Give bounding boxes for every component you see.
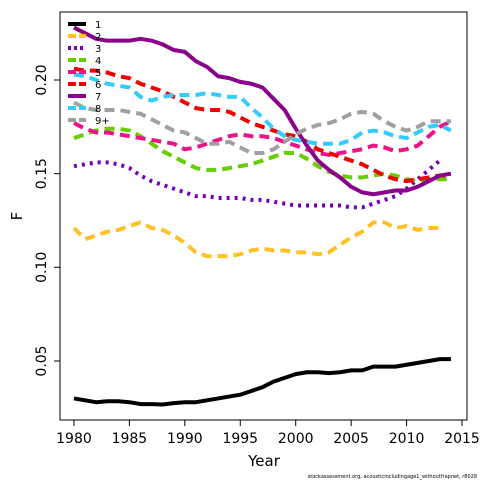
x-tick-label: 1995 xyxy=(222,431,258,447)
series-line xyxy=(73,72,452,146)
series-line xyxy=(73,119,452,157)
plot-frame xyxy=(59,11,468,421)
y-tick-label: 0.05 xyxy=(34,345,50,376)
x-tick-label: 2005 xyxy=(333,431,369,447)
legend-label: 3 xyxy=(95,44,101,55)
x-tick-label: 1985 xyxy=(112,431,148,447)
x-tick-label: 2015 xyxy=(444,431,480,447)
series-line xyxy=(72,220,440,259)
series-line xyxy=(73,66,451,184)
y-tick-label: 0.20 xyxy=(34,64,50,95)
footer: stockassessment.org, acousticincludingag… xyxy=(308,474,477,480)
series-line xyxy=(73,25,452,197)
x-axis-label: Year xyxy=(247,452,281,470)
series-line xyxy=(73,159,442,210)
x-tick-label: 2010 xyxy=(389,431,425,447)
x-tick-label: 2000 xyxy=(278,431,314,447)
legend-label: 1 xyxy=(95,20,101,31)
legend-label: 5 xyxy=(95,68,101,79)
legend-label: 9+ xyxy=(95,116,110,127)
series-line xyxy=(73,100,451,156)
series-line xyxy=(73,357,451,407)
legend-label: 6 xyxy=(95,80,101,91)
y-tick-label: 0.10 xyxy=(34,252,50,283)
x-tick-label: 1990 xyxy=(167,431,203,447)
y-tick-label: 0.15 xyxy=(34,158,50,189)
legend-label: 8 xyxy=(95,104,101,115)
legend-label: 7 xyxy=(95,92,101,103)
series-line xyxy=(73,126,451,184)
x-tick-label: 1980 xyxy=(56,431,92,447)
legend-label: 4 xyxy=(95,56,101,67)
legend-label: 2 xyxy=(95,32,101,43)
y-axis-label: F xyxy=(8,212,26,221)
